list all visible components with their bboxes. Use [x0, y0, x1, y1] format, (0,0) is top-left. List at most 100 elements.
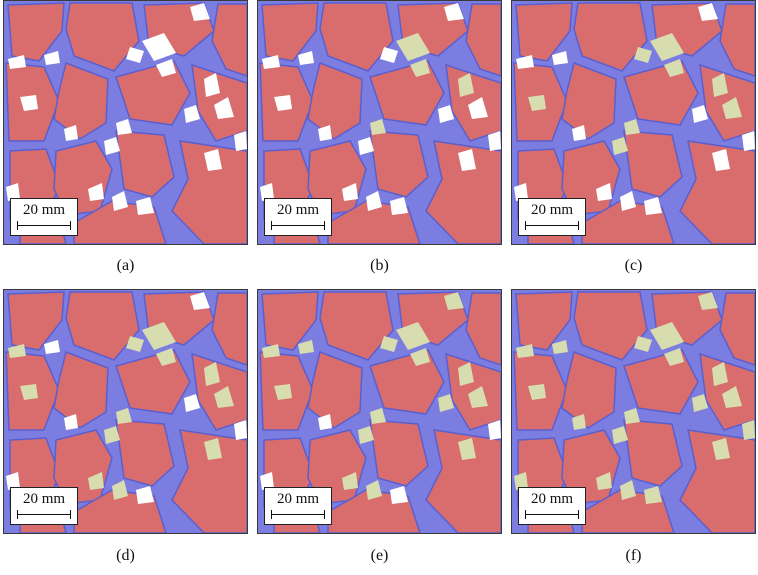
filled-pore: [528, 384, 546, 400]
filled-pore: [516, 344, 534, 358]
aggregate: [307, 61, 363, 140]
scale-bar-label: 20 mm: [276, 202, 320, 218]
aggregate: [561, 61, 617, 140]
void-pore: [318, 414, 332, 430]
void-pore: [190, 292, 210, 310]
filled-pore: [742, 420, 755, 440]
scale-bar: 20 mm: [264, 487, 332, 525]
void-pore: [8, 55, 26, 69]
filled-pore: [142, 322, 176, 350]
filled-pore: [712, 362, 728, 386]
filled-pore: [444, 292, 464, 310]
void-pore: [88, 183, 104, 201]
aggregate: [261, 291, 319, 351]
scale-bar: 20 mm: [518, 198, 586, 236]
scale-bar-label: 20 mm: [22, 491, 66, 507]
void-pore: [516, 55, 534, 69]
aggregate: [465, 3, 501, 77]
aggregate: [369, 419, 429, 487]
void-pore: [742, 131, 755, 151]
filled-pore: [722, 97, 742, 119]
aggregate: [425, 429, 501, 533]
filled-pore: [380, 336, 398, 352]
filled-pore: [468, 386, 488, 408]
void-pore: [190, 3, 210, 21]
void-pore: [644, 197, 662, 215]
void-pore: [234, 131, 247, 151]
void-pore: [204, 149, 222, 171]
aggregate: [573, 2, 648, 72]
mesostructure-image: [512, 1, 755, 244]
void-pore: [552, 51, 568, 65]
scale-bar-label: 20 mm: [22, 202, 66, 218]
filled-pore: [458, 73, 474, 97]
panel-e: 20 mm: [257, 289, 502, 534]
void-pore: [298, 51, 314, 65]
scale-bar: 20 mm: [518, 487, 586, 525]
filled-pore: [458, 362, 474, 386]
filled-pore: [596, 472, 612, 490]
filled-pore: [552, 340, 568, 354]
scale-bar-label: 20 mm: [530, 491, 574, 507]
filled-pore: [126, 336, 144, 352]
mesostructure-image: [4, 1, 247, 244]
panel-caption: (a): [116, 257, 135, 274]
void-pore: [6, 183, 20, 201]
filled-pore: [366, 480, 382, 500]
void-pore: [366, 191, 382, 211]
filled-pore: [298, 340, 314, 354]
panel-a: 20 mm: [3, 0, 248, 245]
void-pore: [712, 149, 730, 171]
filled-pore: [514, 472, 528, 490]
filled-pore: [712, 438, 730, 460]
filled-pore: [644, 486, 662, 504]
filled-pore: [358, 426, 374, 444]
filled-pore: [342, 472, 358, 490]
aggregate: [211, 292, 247, 366]
aggregate: [573, 291, 648, 361]
panel-d: 20 mm: [3, 289, 248, 534]
aggregate: [319, 2, 394, 72]
scale-bar: 20 mm: [10, 198, 78, 236]
void-pore: [204, 73, 220, 97]
void-pore: [6, 472, 20, 490]
scale-bar-label: 20 mm: [276, 491, 320, 507]
filled-pore: [396, 322, 430, 350]
void-pore: [318, 125, 332, 141]
filled-pore: [698, 292, 718, 310]
aggregate: [623, 130, 683, 198]
aggregate: [171, 429, 247, 533]
aggregate: [623, 419, 683, 487]
void-pore: [44, 340, 60, 354]
panel-caption: (d): [116, 547, 135, 564]
panel-caption: (c): [624, 257, 643, 274]
filled-pore: [634, 47, 652, 63]
void-pore: [620, 191, 636, 211]
void-pore: [136, 197, 154, 215]
aggregate: [65, 2, 140, 72]
panel-b: 20 mm: [257, 0, 502, 245]
panel-caption: (b): [370, 257, 389, 274]
filled-pore: [722, 386, 742, 408]
filled-pore: [634, 336, 652, 352]
panel-f: 20 mm: [511, 289, 756, 534]
filled-pore: [650, 322, 684, 350]
filled-pore: [410, 348, 430, 366]
void-pore: [44, 51, 60, 65]
void-pore: [156, 59, 176, 77]
filled-pore: [274, 384, 292, 400]
void-pore: [390, 197, 408, 215]
aggregate: [719, 3, 755, 77]
void-pore: [458, 149, 476, 171]
filled-pore: [88, 472, 104, 490]
void-pore: [596, 183, 612, 201]
void-pore: [468, 97, 488, 119]
mesostructure-image: [512, 290, 755, 533]
filled-pore: [712, 73, 728, 97]
filled-pore: [370, 119, 386, 135]
filled-pore: [104, 426, 120, 444]
filled-pore: [8, 344, 26, 358]
aggregate: [561, 350, 617, 429]
aggregate: [319, 291, 394, 361]
scale-bar: 20 mm: [10, 487, 78, 525]
